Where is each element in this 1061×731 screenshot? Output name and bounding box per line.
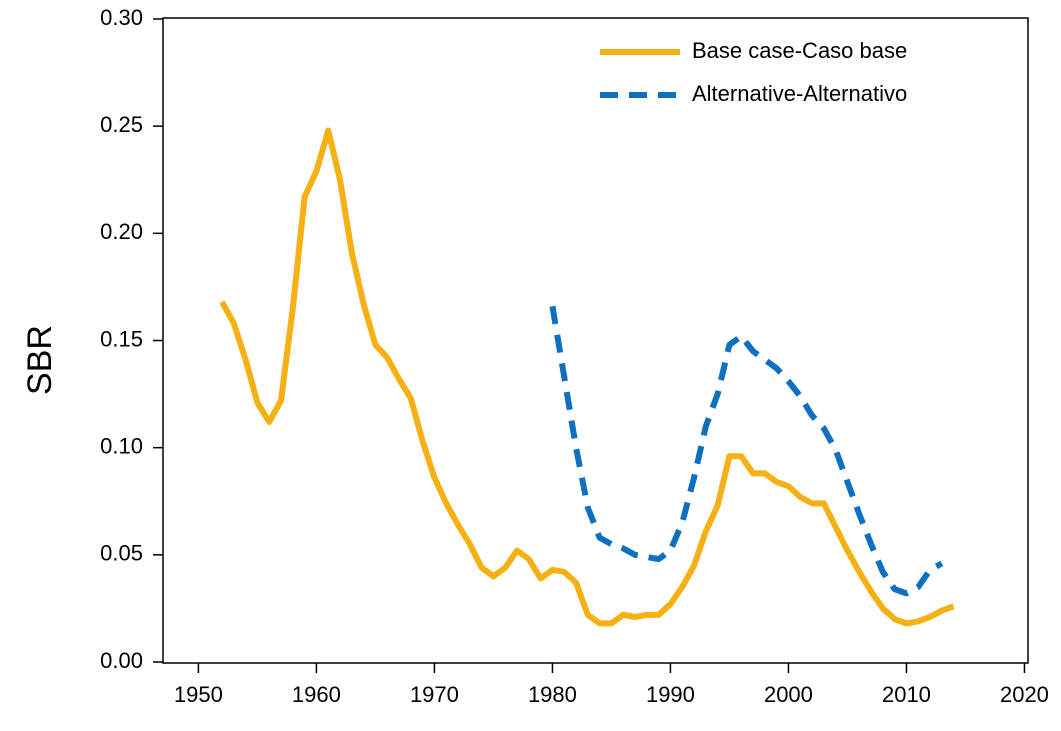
y-tick-label: 0.25 <box>100 112 143 137</box>
plot-frame <box>162 17 1029 664</box>
y-tick-label: 0.15 <box>100 326 143 351</box>
x-tick-label: 1990 <box>646 682 695 707</box>
y-axis-label: SBR <box>21 325 59 395</box>
series-line <box>549 305 944 597</box>
x-tick-label: 2000 <box>764 682 813 707</box>
legend-label: Base case-Caso base <box>692 38 907 63</box>
y-tick-label: 0.00 <box>100 648 143 673</box>
x-tick-label: 1950 <box>174 682 223 707</box>
x-tick-label: 2020 <box>1000 682 1049 707</box>
y-tick-label: 0.05 <box>100 541 143 566</box>
legend-label: Alternative-Alternativo <box>692 81 907 106</box>
x-tick-label: 2010 <box>882 682 931 707</box>
x-tick-label: 1970 <box>410 682 459 707</box>
x-tick-label: 1960 <box>292 682 341 707</box>
series-line <box>219 127 955 627</box>
x-tick-label: 1980 <box>528 682 577 707</box>
y-tick-label: 0.20 <box>100 219 143 244</box>
y-tick-label: 0.30 <box>100 5 143 30</box>
y-tick-label: 0.10 <box>100 433 143 458</box>
